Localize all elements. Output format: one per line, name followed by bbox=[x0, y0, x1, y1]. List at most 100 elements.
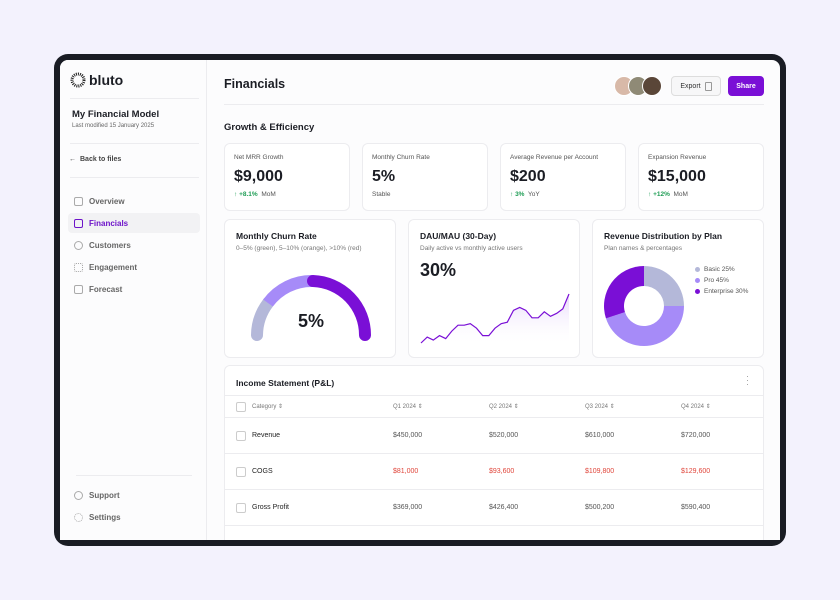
monitor-icon bbox=[74, 284, 83, 294]
column-header-q1[interactable]: Q1 2024 ⇕ bbox=[393, 404, 423, 410]
row-checkbox[interactable] bbox=[236, 430, 246, 441]
legend-swatch bbox=[695, 267, 700, 272]
dau-value: 30% bbox=[420, 260, 457, 280]
kpi-label: Net MRR Growth bbox=[234, 154, 284, 161]
sparkline-area bbox=[421, 294, 569, 346]
sidebar-item-overview[interactable]: Overview bbox=[68, 191, 200, 211]
arrow-up-icon: ↑ bbox=[510, 191, 516, 198]
gauge-segment-low bbox=[251, 297, 274, 341]
kpi-card-expansion: Expansion Revenue $15,000 ↑ +12% MoM bbox=[638, 143, 764, 211]
kpi-value: $200 bbox=[510, 168, 546, 185]
legend-label: Enterprise 30% bbox=[704, 288, 749, 295]
legend-label: Pro 45% bbox=[704, 277, 729, 284]
table-row: Revenue $450,000 $520,000 $610,000 $720,… bbox=[225, 417, 763, 453]
delta-period: YoY bbox=[527, 191, 540, 198]
lifebuoy-icon bbox=[74, 490, 83, 500]
kpi-value: $15,000 bbox=[648, 168, 706, 185]
kpi-value: $9,000 bbox=[234, 168, 283, 185]
table-row bbox=[225, 525, 763, 540]
logo-icon bbox=[70, 72, 86, 88]
donut-slice-basic bbox=[644, 266, 684, 306]
nav-label: Support bbox=[89, 490, 120, 500]
cell-value: $520,000 bbox=[489, 432, 519, 439]
table-row: COGS $81,000 $93,600 $109,800 $129,600 bbox=[225, 453, 763, 489]
cell-value: $81,000 bbox=[393, 468, 419, 475]
table-title: Income Statement (P&L) bbox=[236, 378, 335, 388]
header-label: Category bbox=[252, 404, 277, 410]
delta-value: 3% bbox=[515, 191, 525, 198]
delta-period: MoM bbox=[261, 191, 276, 198]
collaborator-avatars[interactable] bbox=[614, 76, 662, 96]
nav-label: Financials bbox=[89, 218, 129, 228]
column-header-q3[interactable]: Q3 2024 ⇕ bbox=[585, 404, 615, 410]
header-label: Q4 2024 bbox=[681, 404, 705, 410]
divider bbox=[224, 104, 764, 105]
export-button[interactable]: Export bbox=[671, 76, 721, 96]
card-title: Monthly Churn Rate bbox=[236, 231, 317, 241]
kpi-value: 5% bbox=[372, 168, 396, 185]
back-to-files-link[interactable]: ← Back to files bbox=[69, 156, 121, 163]
dau-mau-card: DAU/MAU (30-Day) Daily active vs monthly… bbox=[408, 219, 580, 358]
arrow-up-icon: ↑ bbox=[648, 191, 654, 198]
cell-value: $426,400 bbox=[489, 504, 519, 511]
header-label: Q1 2024 bbox=[393, 404, 417, 410]
row-checkbox[interactable] bbox=[236, 466, 246, 477]
delta-period: MoM bbox=[673, 191, 688, 198]
header-label: Q3 2024 bbox=[585, 404, 609, 410]
column-header-category[interactable]: Category ⇕ bbox=[252, 404, 284, 410]
sidebar-item-customers[interactable]: Customers bbox=[68, 235, 200, 255]
legend-swatch bbox=[695, 278, 700, 283]
income-statement-table: Income Statement (P&L) · · · Category ⇕ Q1… bbox=[224, 365, 764, 540]
export-label: Export bbox=[680, 82, 701, 90]
users-icon bbox=[74, 240, 83, 250]
share-button[interactable]: Share bbox=[728, 76, 764, 96]
page-title: Financials bbox=[224, 77, 286, 91]
file-download-icon bbox=[704, 81, 712, 91]
kpi-delta: ↑ +12% MoM bbox=[648, 191, 688, 198]
header-label: Q2 2024 bbox=[489, 404, 513, 410]
cell-value: $610,000 bbox=[585, 432, 615, 439]
card-title: Revenue Distribution by Plan bbox=[604, 231, 723, 241]
donut-slice-pro bbox=[605, 306, 684, 346]
sidebar-item-financials[interactable]: Financials bbox=[68, 213, 200, 233]
nav-label: Overview bbox=[89, 196, 125, 206]
select-all-checkbox[interactable] bbox=[236, 401, 246, 412]
sidebar-item-settings[interactable]: Settings bbox=[68, 507, 200, 527]
nav-label: Customers bbox=[89, 240, 131, 250]
cell-value: $720,000 bbox=[681, 432, 711, 439]
arrow-up-icon: ↑ bbox=[234, 191, 240, 198]
kpi-card-arpa: Average Revenue per Account $200 ↑ 3% Yo… bbox=[500, 143, 626, 211]
column-header-q4[interactable]: Q4 2024 ⇕ bbox=[681, 404, 711, 410]
cell-value: $369,000 bbox=[393, 504, 423, 511]
sidebar-item-support[interactable]: Support bbox=[68, 485, 200, 505]
cell-value: $109,800 bbox=[585, 468, 615, 475]
card-subtitle: 0–5% (green), 5–10% (orange), >10% (red) bbox=[236, 245, 362, 252]
revenue-distribution-card: Revenue Distribution by Plan Plan names … bbox=[592, 219, 764, 358]
section-title: Growth & Efficiency bbox=[224, 122, 315, 133]
cell-value: $450,000 bbox=[393, 432, 423, 439]
delta-value: +12% bbox=[653, 191, 670, 198]
kpi-label: Monthly Churn Rate bbox=[372, 154, 430, 161]
arrow-left-icon: ← bbox=[69, 156, 76, 163]
sidebar-item-forecast[interactable]: Forecast bbox=[68, 279, 200, 299]
back-label: Back to files bbox=[80, 156, 122, 163]
legend-swatch bbox=[695, 289, 700, 294]
gauge-value: 5% bbox=[297, 311, 324, 331]
row-checkbox[interactable] bbox=[236, 502, 246, 513]
more-options-icon[interactable]: · · · bbox=[746, 371, 749, 389]
donut-legend: Basic 25% Pro 45% Enterprise 30% bbox=[695, 266, 748, 299]
brand-name: bluto bbox=[89, 72, 124, 88]
kpi-label: Average Revenue per Account bbox=[510, 154, 599, 161]
main-content: Financials Export Share Growth & Efficie… bbox=[208, 60, 780, 540]
cell-category: Revenue bbox=[252, 432, 281, 439]
kpi-delta: ↑ +8.1% MoM bbox=[234, 191, 276, 198]
donut-slice-enterprise bbox=[604, 266, 644, 319]
card-title: DAU/MAU (30-Day) bbox=[420, 231, 497, 241]
table-row: Gross Profit $369,000 $426,400 $500,200 … bbox=[225, 489, 763, 525]
app-window: bluto My Financial Model Last modified 1… bbox=[60, 60, 780, 540]
sidebar-item-engagement[interactable]: Engagement bbox=[68, 257, 200, 277]
churn-gauge-card: Monthly Churn Rate 0–5% (green), 5–10% (… bbox=[224, 219, 396, 358]
sidebar: bluto My Financial Model Last modified 1… bbox=[60, 60, 207, 540]
column-header-q2[interactable]: Q2 2024 ⇕ bbox=[489, 404, 519, 410]
avatar[interactable] bbox=[642, 76, 662, 96]
